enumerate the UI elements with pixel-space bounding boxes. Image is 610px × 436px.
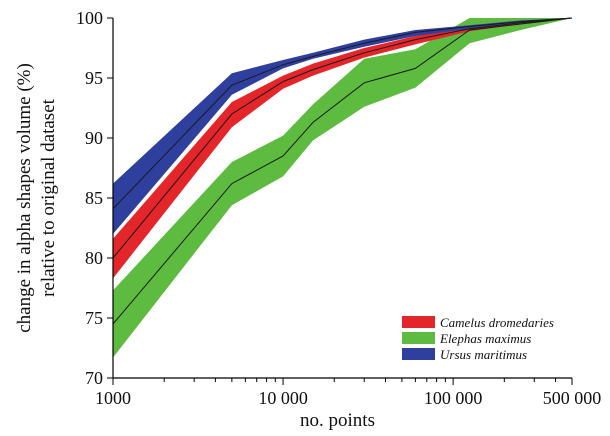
band-ursus-maritimus bbox=[113, 18, 572, 234]
legend-label-ursus-maritimus: Ursus maritimus bbox=[440, 347, 527, 362]
y-tick-label: 75 bbox=[85, 308, 103, 328]
y-tick-label: 85 bbox=[85, 188, 103, 208]
y-tick-label: 80 bbox=[85, 248, 103, 268]
x-tick-label: 10 000 bbox=[258, 388, 308, 408]
series-mean-lines bbox=[112, 17, 573, 325]
band-elephas-maximus bbox=[113, 18, 572, 358]
legend-swatch-camelus-dromedaries bbox=[402, 316, 435, 328]
mean-line-camelus-dromedaries bbox=[112, 17, 573, 259]
y-tick-label: 90 bbox=[85, 128, 103, 148]
y-axis-title-line2: relative to original dataset bbox=[38, 98, 59, 297]
x-tick-label: 1000 bbox=[95, 388, 131, 408]
y-axis-title-line1: change in alpha shapes volume (%) bbox=[14, 63, 35, 333]
band-camelus-dromedaries bbox=[113, 18, 572, 279]
x-tick-label: 500 000 bbox=[543, 388, 602, 408]
series-bands bbox=[113, 18, 572, 358]
mean-line-elephas-maximus bbox=[112, 17, 573, 325]
legend-label-elephas-maximus: Elephas maximus bbox=[439, 331, 531, 346]
legend-swatch-ursus-maritimus bbox=[402, 348, 435, 360]
mean-line-ursus-maritimus bbox=[112, 17, 573, 210]
legend-label-camelus-dromedaries: Camelus dromedaries bbox=[440, 315, 554, 330]
ticks: 70 75 80 85 90 95 100 1000 10 000 100 000 500 000 bbox=[76, 8, 601, 408]
y-tick-label: 95 bbox=[85, 68, 103, 88]
x-axis-title: no. points bbox=[300, 410, 375, 431]
legend-swatch-elephas-maximus bbox=[402, 332, 435, 344]
y-tick-label: 70 bbox=[85, 368, 103, 388]
y-tick-label: 100 bbox=[76, 8, 103, 28]
x-tick-label: 100 000 bbox=[424, 388, 483, 408]
